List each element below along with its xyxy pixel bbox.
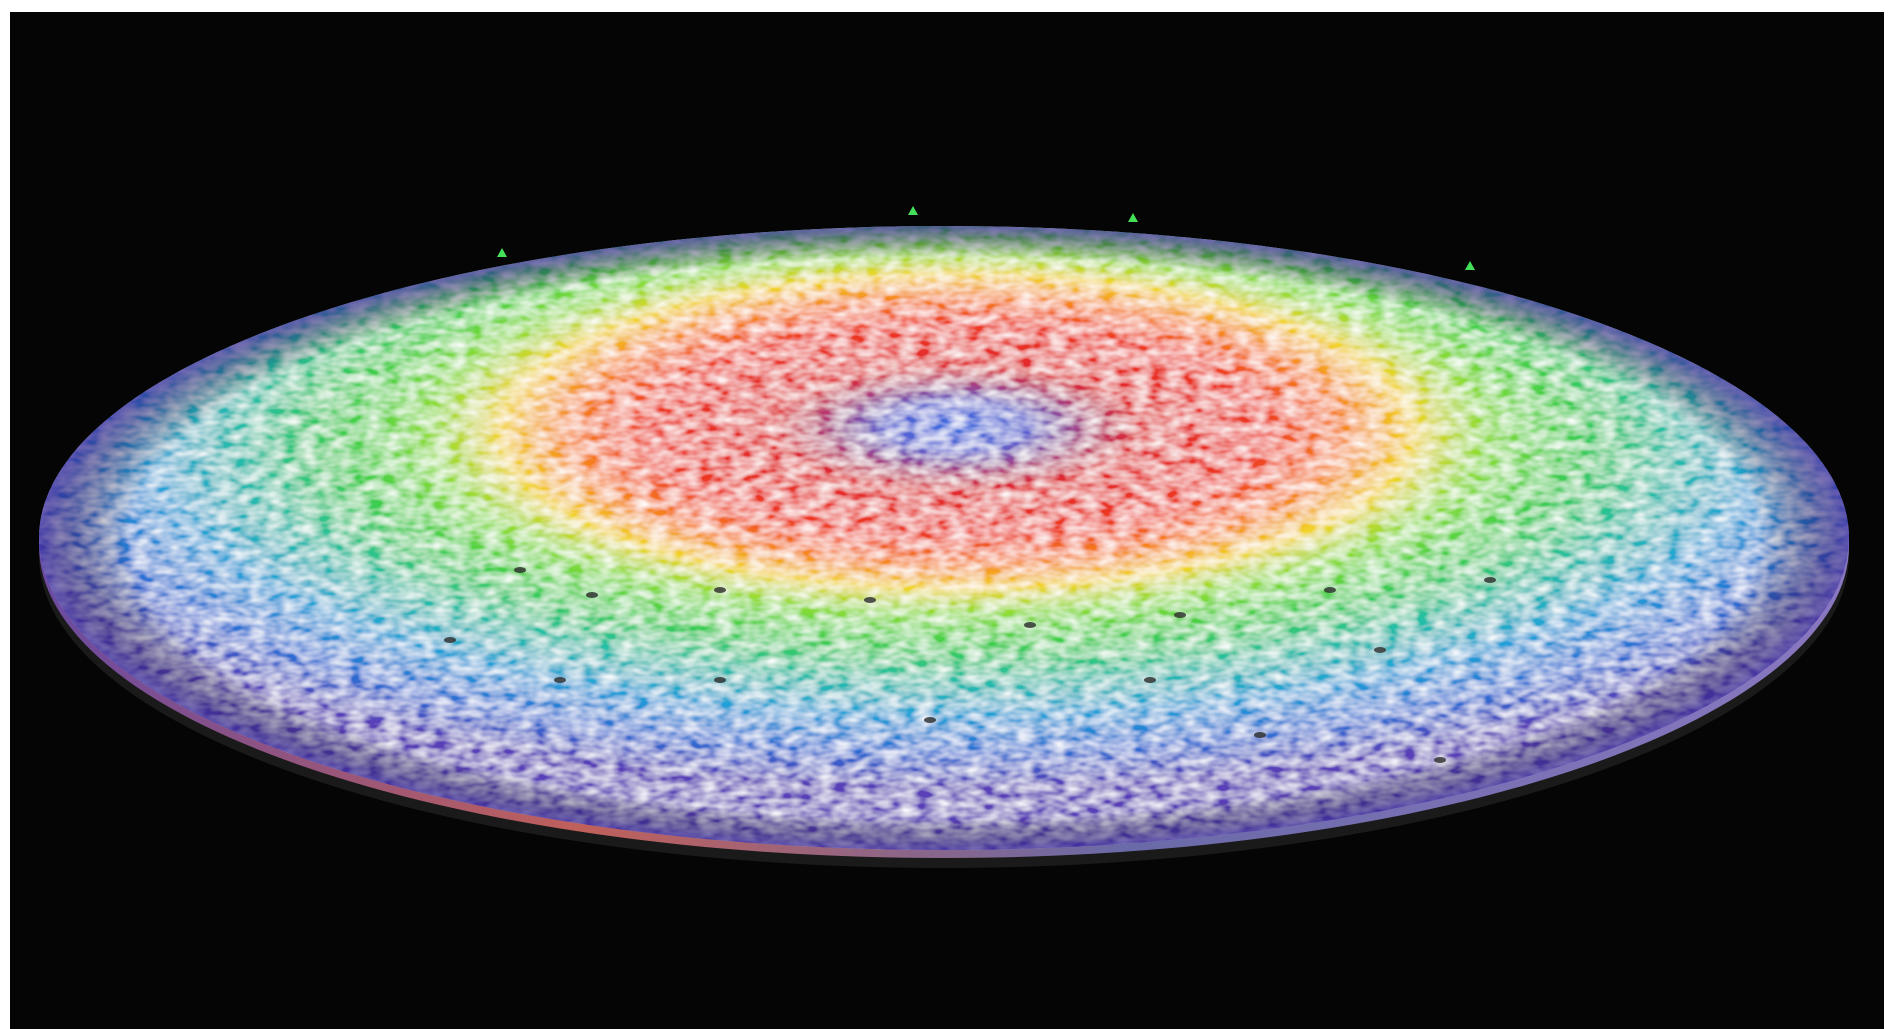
page bbox=[0, 0, 1893, 1029]
disc-rim bbox=[39, 226, 1849, 850]
image bbox=[0, 0, 1893, 1029]
